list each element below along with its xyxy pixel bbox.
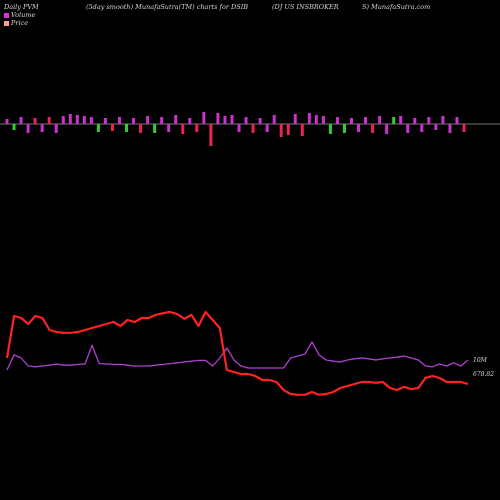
volume-bar [188, 118, 192, 124]
volume-line [6, 341, 469, 371]
volume-bar [146, 116, 150, 124]
volume-bar [139, 124, 143, 133]
volume-bar [82, 116, 86, 124]
volume-bar [33, 118, 37, 124]
volume-bar [399, 116, 403, 124]
volume-bar [167, 124, 171, 132]
volume-bar [441, 116, 445, 124]
chart-header-center-right: (DJ US INSBROKER [272, 3, 339, 11]
volume-bar [209, 124, 213, 146]
volume-bar [61, 116, 65, 124]
volume-bar [132, 118, 136, 124]
legend-price-swatch [4, 20, 9, 26]
volume-bar [202, 112, 206, 124]
volume-bar [462, 124, 466, 132]
volume-bar [335, 117, 339, 124]
volume-bar [448, 124, 452, 133]
volume-bar [160, 117, 164, 124]
volume-scale-label: 10M [473, 357, 488, 364]
volume-bar [286, 124, 290, 135]
chart-header-right: S) MunafaSutra.com [362, 3, 431, 11]
price-scale-label: 678.82 [473, 371, 494, 378]
price-volume-lines [5, 310, 469, 396]
volume-bar [125, 124, 129, 132]
chart-header-center-left: (5day smooth) MunafaSutra(TM) charts for… [86, 3, 249, 11]
volume-bar [75, 115, 79, 124]
legend-price: Price [4, 19, 28, 27]
volume-bar [230, 115, 234, 124]
volume-bar [342, 124, 346, 133]
volume-bar [406, 124, 410, 133]
volume-bar [265, 124, 269, 132]
volume-bar [279, 124, 283, 137]
volume-bar [68, 114, 72, 124]
volume-bar [455, 117, 459, 124]
volume-bar [26, 124, 30, 133]
volume-bar [47, 117, 51, 124]
volume-bar [420, 124, 424, 132]
volume-bar [244, 117, 248, 124]
volume-bar [153, 124, 157, 133]
volume-bar [195, 124, 199, 132]
legend-price-label: Price [11, 19, 29, 27]
volume-bar [40, 124, 44, 132]
volume-bar [174, 115, 178, 124]
volume-bar [350, 118, 354, 124]
volume-bar [307, 113, 311, 124]
volume-bar [54, 124, 58, 133]
volume-bar [314, 115, 318, 124]
volume-bar [258, 118, 262, 124]
volume-bar [413, 118, 417, 124]
volume-bar [251, 124, 255, 133]
volume-bar [19, 117, 23, 124]
volume-bar [117, 117, 121, 124]
legend-volume-swatch [4, 12, 9, 18]
legend-volume-label: Volume [11, 11, 36, 19]
volume-bar [321, 116, 325, 124]
volume-bar [89, 117, 93, 124]
volume-bar [237, 124, 241, 132]
volume-bar [12, 124, 16, 130]
volume-bar [96, 124, 100, 132]
volume-bar [110, 124, 114, 131]
volume-bar [392, 117, 396, 124]
volume-bar [216, 113, 220, 124]
volume-bar [357, 124, 361, 132]
volume-bar [181, 124, 185, 134]
volume-bar [427, 117, 431, 124]
volume-bar [223, 116, 227, 124]
volume-bar [385, 124, 389, 134]
y-labels: 10M 678.82 [473, 357, 494, 378]
volume-bar [293, 114, 297, 124]
volume-bar [5, 119, 9, 124]
volume-bar [272, 115, 276, 124]
volume-bar [300, 124, 304, 136]
volume-bars [0, 112, 500, 146]
price-line [5, 310, 469, 396]
volume-bar [371, 124, 375, 133]
chart-header-left: Daily PVM [4, 3, 39, 11]
volume-bar [364, 117, 368, 124]
volume-bar [328, 124, 332, 134]
legend-volume: Volume [4, 11, 35, 19]
volume-bar [103, 118, 107, 124]
volume-bar [378, 116, 382, 124]
volume-bar [434, 124, 438, 130]
